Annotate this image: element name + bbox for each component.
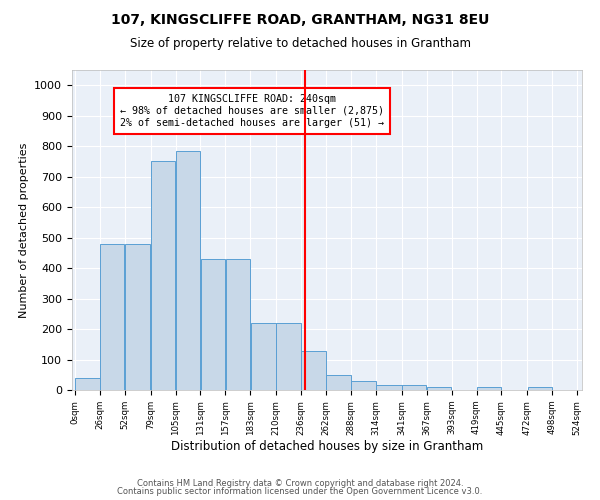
Text: Contains public sector information licensed under the Open Government Licence v3: Contains public sector information licen… (118, 487, 482, 496)
Bar (376, 386, 401, 390)
Bar (151, 162, 175, 390)
Text: Contains HM Land Registry data © Crown copyright and database right 2024.: Contains HM Land Registry data © Crown c… (137, 478, 463, 488)
Bar (251, 323, 276, 390)
Bar (176, 151, 200, 390)
Bar (75, 378, 100, 390)
Bar (326, 375, 351, 390)
Bar (402, 386, 427, 390)
Text: 107, KINGSCLIFFE ROAD, GRANTHAM, NG31 8EU: 107, KINGSCLIFFE ROAD, GRANTHAM, NG31 8E… (111, 12, 489, 26)
Bar (427, 387, 451, 390)
Bar (201, 259, 225, 390)
Bar (477, 387, 501, 390)
Bar (100, 244, 124, 390)
Bar (301, 351, 326, 390)
Bar (351, 382, 376, 390)
Text: Size of property relative to detached houses in Grantham: Size of property relative to detached ho… (130, 38, 470, 51)
Text: 107 KINGSCLIFFE ROAD: 240sqm
← 98% of detached houses are smaller (2,875)
2% of : 107 KINGSCLIFFE ROAD: 240sqm ← 98% of de… (120, 94, 384, 128)
X-axis label: Distribution of detached houses by size in Grantham: Distribution of detached houses by size … (171, 440, 483, 453)
Bar (226, 259, 250, 390)
Bar (125, 244, 151, 390)
Y-axis label: Number of detached properties: Number of detached properties (19, 142, 29, 318)
Bar (527, 387, 552, 390)
Bar (277, 323, 301, 390)
